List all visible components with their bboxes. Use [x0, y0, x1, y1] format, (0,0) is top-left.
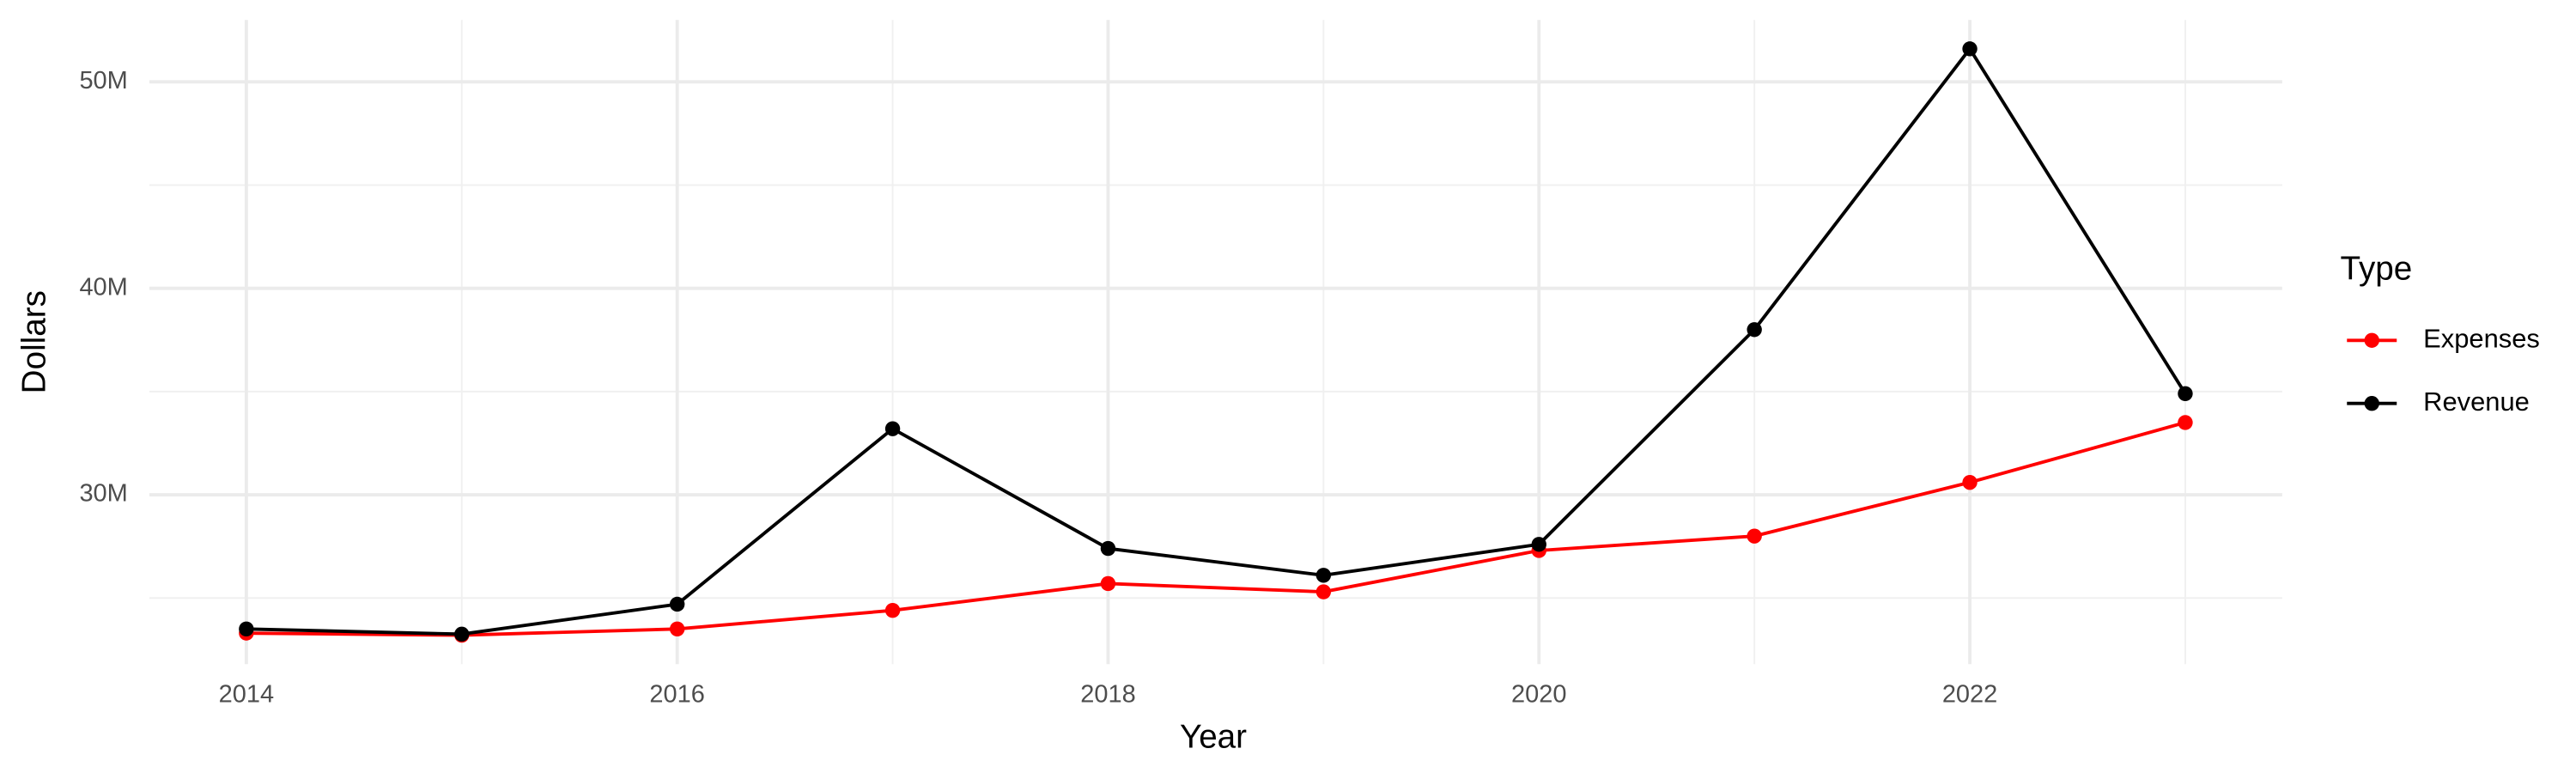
- y-tick-label: 30M: [79, 480, 127, 508]
- data-point: [2178, 415, 2193, 430]
- y-tick-label: 40M: [79, 273, 127, 301]
- series-line: [246, 421, 2186, 637]
- data-point: [239, 621, 254, 637]
- series-line: [246, 46, 2187, 636]
- data-point: [669, 596, 685, 612]
- data-point: [1531, 537, 1546, 552]
- data-point: [884, 602, 901, 618]
- x-tick-label: 2020: [1511, 681, 1566, 709]
- data-point: [1315, 584, 1332, 600]
- y-axis-title: Dollars: [16, 290, 53, 393]
- data-point: [1100, 575, 1116, 592]
- legend-label: Revenue: [2423, 386, 2530, 417]
- y-tick-label: 50M: [79, 67, 127, 94]
- x-axis-title: Year: [1180, 718, 1247, 755]
- data-point: [454, 626, 470, 642]
- data-point: [1747, 528, 1762, 544]
- data-point: [2178, 386, 2193, 401]
- data-point: [884, 421, 901, 436]
- data-point: [1962, 474, 1978, 490]
- x-tick-label: 2018: [1080, 681, 1135, 709]
- legend-label: Expenses: [2423, 323, 2540, 353]
- legend-key-point: [2364, 332, 2379, 348]
- data-point: [669, 621, 685, 637]
- legend-title: Type: [2341, 250, 2413, 287]
- data-point: [1962, 41, 1978, 57]
- legend-key-point: [2364, 396, 2379, 411]
- x-tick-label: 2014: [219, 681, 274, 709]
- data-point: [1100, 540, 1116, 557]
- x-tick-label: 2022: [1942, 681, 1997, 709]
- x-tick-label: 2016: [649, 681, 704, 709]
- data-point: [1747, 322, 1762, 338]
- data-point: [1315, 568, 1332, 583]
